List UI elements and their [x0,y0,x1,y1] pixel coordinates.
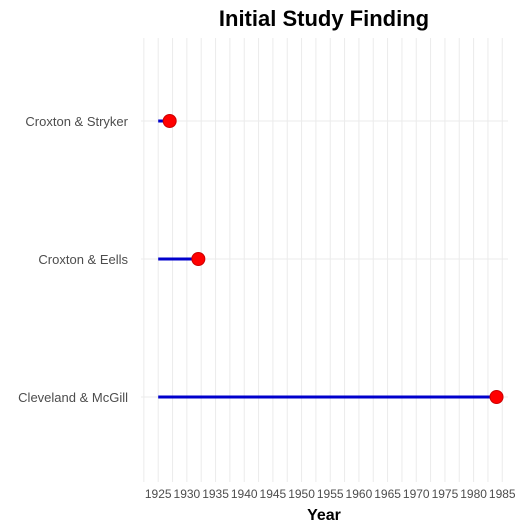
point-2 [489,390,504,404]
x-tick-label-1970: 1970 [403,487,430,501]
x-tick-label-1955: 1955 [317,487,344,501]
y-tick-label-2: Cleveland & McGill [18,390,128,405]
y-tick-label-1: Croxton & Eells [38,252,128,267]
point-0 [162,114,177,128]
x-tick-label-1985: 1985 [489,487,516,501]
x-axis-title: Year [307,507,341,524]
x-tick-label-1935: 1935 [202,487,229,501]
x-tick-label-1925: 1925 [145,487,172,501]
x-axis-labels: 1925 1930 1935 1940 1945 1950 1955 1960 1965 1970… [145,487,516,501]
x-tick-label-1940: 1940 [231,487,258,501]
x-tick-label-1960: 1960 [346,487,373,501]
y-tick-label-0: Croxton & Stryker [25,114,128,129]
x-tick-label-1945: 1945 [260,487,287,501]
marks-layer [158,114,504,404]
x-tick-label-1965: 1965 [374,487,401,501]
y-axis-labels: Croxton & Stryker Croxton & Eells Clevelan… [18,114,128,405]
x-tick-label-1975: 1975 [432,487,459,501]
x-tick-label-1930: 1930 [174,487,201,501]
x-tick-label-1950: 1950 [288,487,315,501]
point-1 [191,252,206,266]
x-tick-label-1980: 1980 [460,487,487,501]
chart-title: Initial Study Finding [219,6,429,31]
